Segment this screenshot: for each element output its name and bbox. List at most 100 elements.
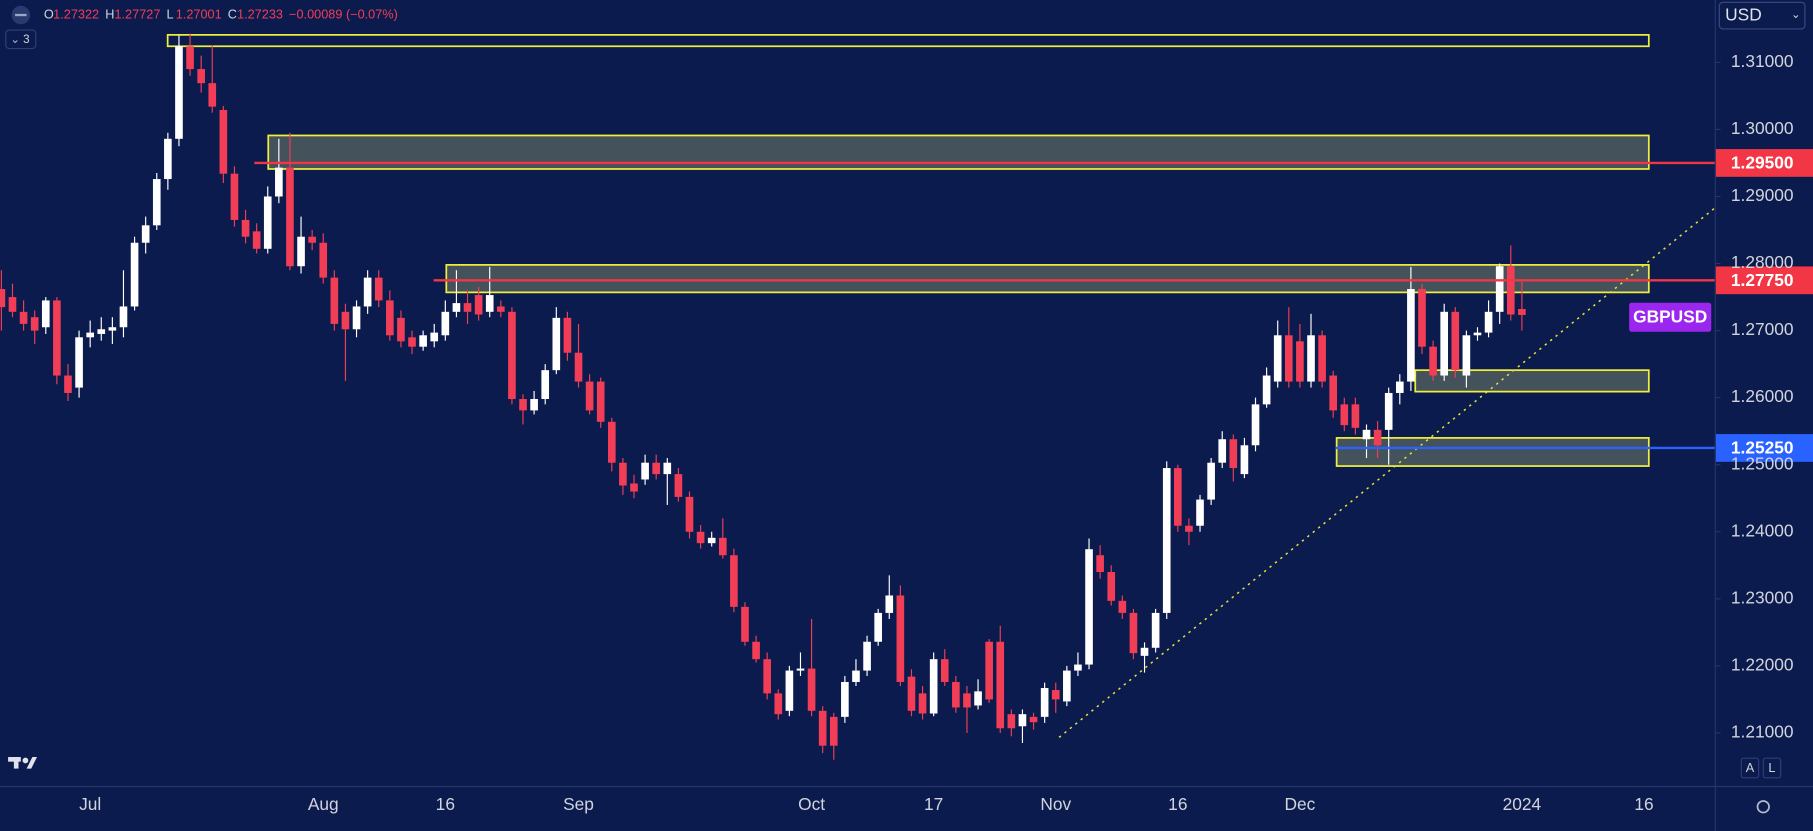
candle-body xyxy=(1307,335,1315,382)
candle-body xyxy=(1318,335,1326,382)
currency: USD xyxy=(1725,5,1762,25)
candle-body xyxy=(1151,612,1160,648)
candle-body xyxy=(241,219,250,237)
candle-body xyxy=(186,46,194,70)
x-tick-label: Aug xyxy=(308,794,339,814)
zone xyxy=(1335,437,1650,467)
tv-logo xyxy=(8,757,37,769)
x-tick-label: Oct xyxy=(798,794,825,814)
candle-body xyxy=(1051,690,1060,700)
candle-body xyxy=(663,462,672,475)
logo-part xyxy=(13,757,19,769)
ohlc-value: 1.27233 xyxy=(237,6,283,21)
candle-body xyxy=(1118,600,1127,613)
candle-body xyxy=(574,352,583,382)
candle-body xyxy=(718,537,727,556)
settings[interactable] xyxy=(1756,800,1770,814)
candle-body xyxy=(940,659,949,682)
candle-body xyxy=(552,317,561,371)
ohlc-key: H xyxy=(105,6,114,21)
candle-body xyxy=(164,138,172,180)
y-tick-label: 1.26000 xyxy=(1731,386,1794,406)
candle-body xyxy=(1351,404,1360,428)
currency-select[interactable] xyxy=(1718,1,1806,30)
candle-body xyxy=(1185,525,1193,532)
candle-body xyxy=(818,710,827,746)
x-tick-label: Jul xyxy=(79,794,101,814)
candle-body xyxy=(130,242,139,307)
level-tag xyxy=(1715,149,1813,177)
candle-body xyxy=(585,381,594,411)
scale-button[interactable] xyxy=(1740,757,1760,779)
candle-body xyxy=(829,716,838,746)
candle-body xyxy=(1362,429,1371,440)
candle-body xyxy=(752,641,760,660)
candle-body xyxy=(874,612,882,642)
candle-body xyxy=(952,681,960,708)
candle-body xyxy=(1207,462,1215,500)
candle-body xyxy=(397,317,405,342)
candle-body xyxy=(1384,392,1393,430)
candle-body xyxy=(441,311,450,336)
candle-body xyxy=(1007,714,1016,729)
candle-body xyxy=(674,474,683,497)
candle-body xyxy=(807,668,816,711)
y-tick-label: 1.23000 xyxy=(1731,587,1794,607)
x-tick-label: 16 xyxy=(436,794,455,814)
candle-body xyxy=(707,537,716,544)
candle-body xyxy=(197,69,205,84)
overlay: 1.29500 1.27750 1.25250 GBPUSD xyxy=(254,149,1813,462)
candle-body xyxy=(896,595,905,682)
ohlc-value: 1.27001 xyxy=(176,6,222,21)
candle-body xyxy=(652,462,661,475)
candle-body xyxy=(108,327,117,331)
level-label: 1.27750 xyxy=(1731,270,1794,290)
candle-body xyxy=(685,496,694,532)
candle-body xyxy=(1273,335,1282,382)
candle-body xyxy=(841,681,849,717)
candle-body xyxy=(352,306,361,330)
x-tick-label: Sep xyxy=(563,794,594,814)
candle-body xyxy=(474,295,483,315)
y-tick-label: 1.22000 xyxy=(1731,654,1794,674)
y-tick-label: 1.30000 xyxy=(1731,118,1794,138)
x-tick-label: 2024 xyxy=(1503,794,1542,814)
candle-body xyxy=(974,691,982,706)
candle-body xyxy=(86,332,94,338)
candle-body xyxy=(1040,688,1049,717)
chevron: ⌄ xyxy=(10,34,20,46)
candle-body xyxy=(297,236,305,267)
candle-body xyxy=(152,179,161,226)
candle-body xyxy=(530,398,538,411)
indicator-toggle[interactable] xyxy=(5,29,37,50)
y-tick-label: 1.25000 xyxy=(1731,453,1794,473)
y-tick-label: 1.31000 xyxy=(1731,51,1794,71)
candle-body xyxy=(1451,311,1460,371)
candle-body xyxy=(596,381,605,422)
candle-body xyxy=(8,297,17,312)
level-label: 1.29500 xyxy=(1731,153,1794,173)
candle-body xyxy=(763,659,771,694)
scale-button[interactable] xyxy=(1762,757,1782,779)
candle-body xyxy=(252,231,261,249)
candle-body xyxy=(1063,670,1071,702)
candle-body xyxy=(1107,572,1116,601)
candle-body xyxy=(741,606,749,642)
candle-body xyxy=(863,641,871,671)
candle-body xyxy=(19,311,28,324)
candle-body xyxy=(1429,346,1437,376)
candle-body xyxy=(519,398,527,411)
candle-body xyxy=(41,300,50,328)
trend-line xyxy=(1058,207,1716,738)
y-tick-label: 1.21000 xyxy=(1731,722,1794,742)
candle-body xyxy=(641,462,649,480)
ohlc-key: L xyxy=(167,6,174,21)
symbol-icon-bar xyxy=(15,13,27,17)
candle-body xyxy=(1174,468,1182,526)
candle-body xyxy=(1018,714,1027,727)
symbol-label: GBPUSD xyxy=(1633,306,1707,326)
candle-body xyxy=(1373,429,1382,446)
candle-body xyxy=(1395,381,1404,393)
candle-body xyxy=(774,693,783,715)
candle-body xyxy=(1262,375,1271,405)
